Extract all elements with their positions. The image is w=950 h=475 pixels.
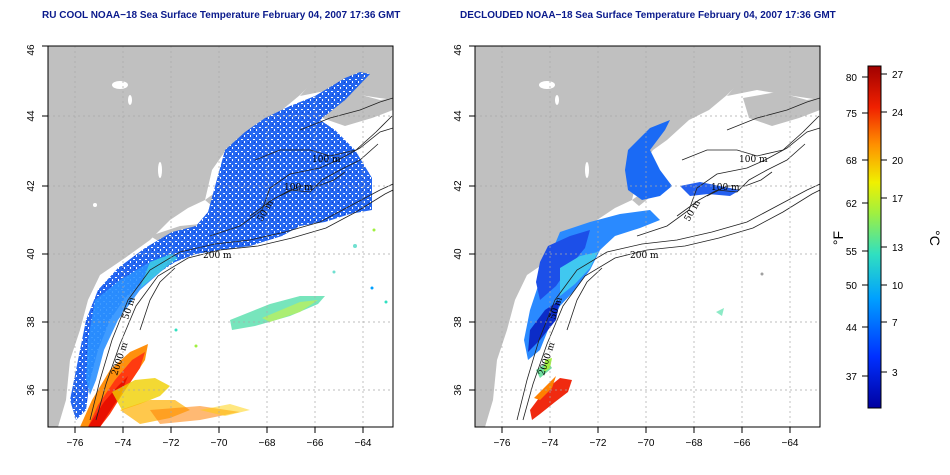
left-map-title: RU COOL NOAA−18 Sea Surface Temperature … <box>42 10 401 21</box>
colorbar-f-tick: 68 <box>846 156 858 167</box>
colorbar-f-tick: 80 <box>846 73 858 84</box>
left-land-mass <box>48 46 393 427</box>
left-x-tick-label: −66 <box>307 438 324 449</box>
left-y-tick-label: 36 <box>26 384 37 396</box>
left-y-tick-label: 38 <box>26 316 37 328</box>
left-x-tick-label: −64 <box>355 438 372 449</box>
right-y-tick-label: 40 <box>453 248 464 260</box>
right-x-tick-label: −66 <box>734 438 751 449</box>
right-contour-label: 200 m <box>630 251 659 261</box>
colorbar-c-tick: 13 <box>892 243 904 254</box>
right-y-tick-label: 38 <box>453 316 464 328</box>
colorbar-c-tick: 7 <box>892 318 898 329</box>
colorbar-c-tick: 20 <box>892 156 904 167</box>
right-map-frame <box>474 45 821 428</box>
right-x-tick-label: −64 <box>782 438 799 449</box>
colorbar-c-tick: 27 <box>892 70 904 81</box>
colorbar-f-tick: 75 <box>846 109 858 120</box>
colorbar-f-tick: 44 <box>846 323 858 334</box>
right-contour-label: 100 m <box>711 183 740 193</box>
right-y-tick-label: 42 <box>453 180 464 192</box>
left-grid <box>48 46 393 427</box>
colorbar: 80 75 68 62 55 50 44 37 27 24 20 17 13 1… <box>830 65 943 409</box>
right-x-tick-label: −76 <box>494 438 511 449</box>
left-map-panel: 100 m 100 m 50 m 200 m 50 m 2000 m −76 −… <box>26 44 394 449</box>
left-x-tick-label: −68 <box>259 438 276 449</box>
right-sst-gulf-stream <box>530 378 572 420</box>
right-map-title: DECLOUDED NOAA−18 Sea Surface Temperatur… <box>460 10 836 21</box>
colorbar-gradient <box>867 65 882 409</box>
left-sst-cold-band <box>70 72 372 420</box>
colorbar-f-tick: 50 <box>846 281 858 292</box>
left-y-tick-label: 46 <box>26 44 37 56</box>
left-y-tick-label: 42 <box>26 180 37 192</box>
left-bathymetry-contours <box>89 97 393 421</box>
right-x-tick-label: −72 <box>590 438 607 449</box>
left-y-tick-label: 44 <box>26 110 37 122</box>
colorbar-fahrenheit-label: °F <box>830 231 846 245</box>
right-y-tick-label: 46 <box>453 44 464 56</box>
colorbar-f-tick: 37 <box>846 372 858 383</box>
right-map-panel: 100 m 100 m 50 m 200 m 50 m 2000 m −76 −… <box>453 44 821 449</box>
colorbar-f-tick: 55 <box>846 247 858 258</box>
left-map-frame <box>47 45 394 428</box>
left-x-tick-label: −72 <box>163 438 180 449</box>
left-contour-label: 100 m <box>312 155 341 165</box>
right-land-mass <box>475 46 820 427</box>
left-contour-label: 100 m <box>284 183 313 193</box>
colorbar-f-tick: 62 <box>846 199 858 210</box>
right-bathymetry-contours <box>516 97 820 421</box>
right-sst-cold-band <box>625 120 672 200</box>
left-contour-label: 200 m <box>203 251 232 261</box>
right-x-tick-label: −70 <box>638 438 655 449</box>
colorbar-c-tick: 3 <box>892 368 898 379</box>
right-x-tick-label: −74 <box>542 438 559 449</box>
right-x-tick-label: −68 <box>686 438 703 449</box>
left-x-tick-label: −74 <box>115 438 132 449</box>
left-x-tick-label: −76 <box>67 438 84 449</box>
colorbar-c-tick: 24 <box>892 108 904 119</box>
right-contour-label: 100 m <box>739 155 768 165</box>
left-x-tick-label: −70 <box>211 438 228 449</box>
right-y-tick-label: 36 <box>453 384 464 396</box>
colorbar-c-tick: 17 <box>892 194 904 205</box>
colorbar-c-tick: 10 <box>892 281 904 292</box>
right-y-tick-label: 44 <box>453 110 464 122</box>
colorbar-celsius-label: °C <box>927 230 943 246</box>
right-grid <box>475 46 820 427</box>
left-y-tick-label: 40 <box>26 248 37 260</box>
